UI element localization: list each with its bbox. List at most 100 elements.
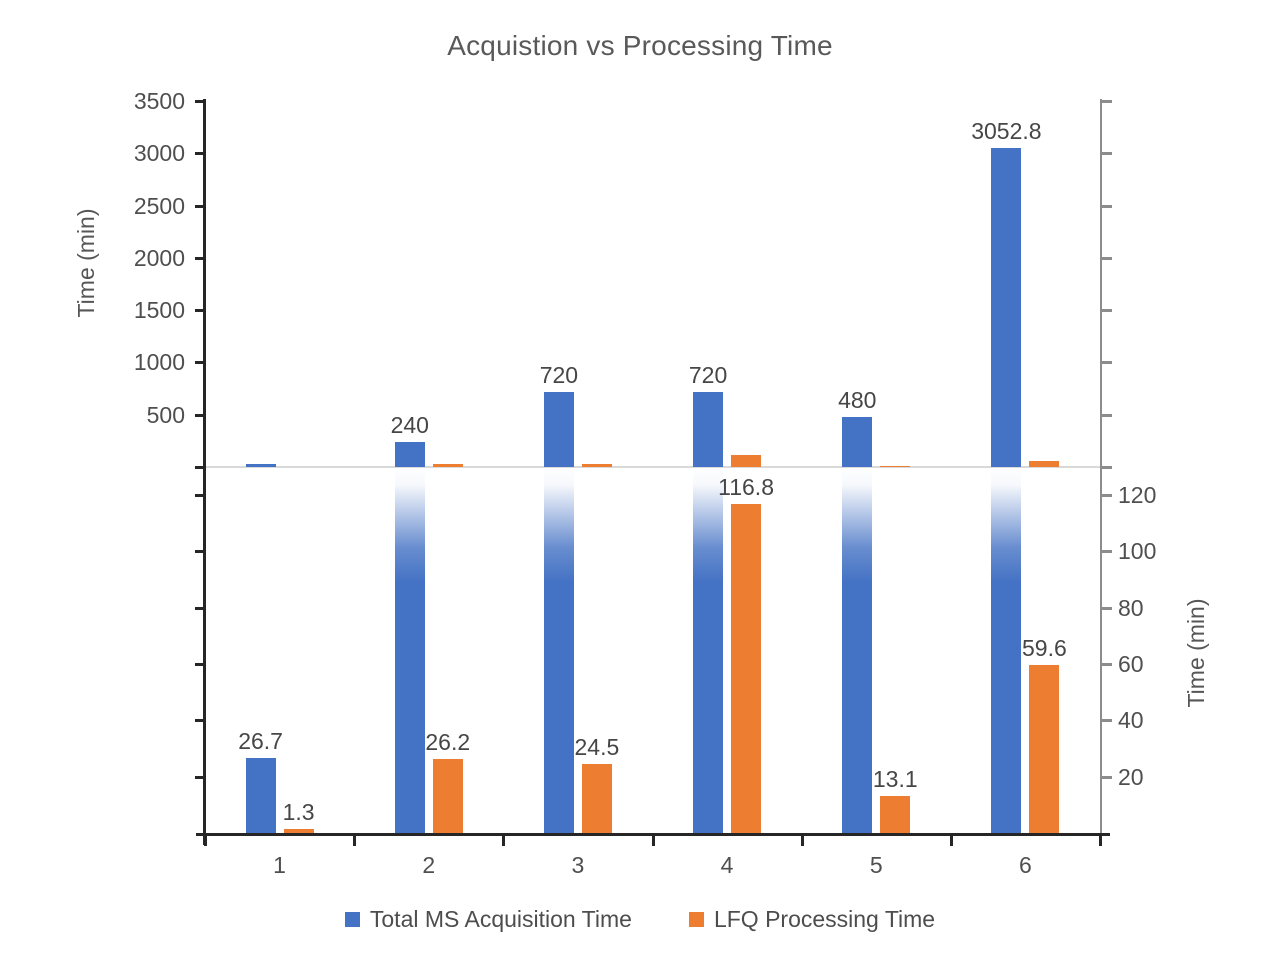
- legend-label: LFQ Processing Time: [713, 906, 936, 932]
- x-axis-label-1: 1: [273, 852, 286, 878]
- left-axis-tick-label: 500: [146, 401, 185, 428]
- left-axis-minor-tick: [195, 466, 205, 469]
- right-axis-tick: [1102, 606, 1112, 610]
- data-label-lfq-processing-time-5: 13.1: [872, 766, 918, 793]
- left-axis-tick: [195, 100, 205, 103]
- bar-bottom-total-ms-acquisition-time-6: [991, 467, 1022, 833]
- x-axis-tick: [949, 833, 953, 846]
- bar-top-total-ms-acquisition-time-4: [693, 391, 724, 467]
- right-axis-tick-label: 100: [1118, 538, 1157, 565]
- bar-bottom-lfq-processing-time-2: [432, 759, 463, 833]
- data-label-total-ms-acquisition-time-3: 720: [539, 361, 579, 388]
- right-axis-minor-tick: [1102, 100, 1112, 103]
- bar-top-lfq-processing-time-3: [581, 464, 612, 467]
- legend-swatch-icon: [688, 912, 704, 927]
- data-label-lfq-processing-time-6: 59.6: [1022, 635, 1067, 662]
- y-axis-line-right: [1100, 99, 1102, 845]
- bar-bottom-lfq-processing-time-4: [731, 504, 762, 833]
- bar-bottom-lfq-processing-time-6: [1029, 665, 1060, 833]
- bar-top-total-ms-acquisition-time-1: [245, 464, 276, 467]
- chart-title: Acquistion vs Processing Time: [447, 30, 833, 61]
- x-axis-label-3: 3: [571, 852, 585, 878]
- x-axis-label-6: 6: [1019, 852, 1032, 878]
- y-axis-line-left: [203, 99, 206, 845]
- left-axis-tick-label: 3000: [133, 140, 185, 167]
- right-axis-tick-label: 40: [1118, 707, 1144, 734]
- right-axis-tick-label: 60: [1118, 651, 1144, 678]
- x-axis-label-2: 2: [422, 852, 436, 878]
- left-axis-tick-label: 1000: [133, 349, 185, 376]
- data-label-total-ms-acquisition-time-4: 720: [688, 361, 728, 388]
- right-axis-tick: [1102, 494, 1112, 498]
- right-axis-minor-tick: [1102, 256, 1112, 260]
- right-axis-tick-label: 20: [1118, 763, 1144, 790]
- legend-item-lfq-processing-time: LFQ Processing Time: [688, 906, 936, 933]
- bar-bottom-total-ms-acquisition-time-1: [245, 757, 276, 833]
- bar-top-lfq-processing-time-6: [1029, 460, 1060, 467]
- bar-top-lfq-processing-time-2: [432, 464, 463, 467]
- bar-bottom-total-ms-acquisition-time-4: [693, 467, 724, 833]
- right-axis-tick: [1102, 775, 1112, 779]
- data-label-total-ms-acquisition-time-1: 26.7: [238, 727, 283, 754]
- right-axis-minor-tick: [1102, 466, 1112, 469]
- bar-top-lfq-processing-time-4: [731, 454, 762, 467]
- left-axis-tick: [195, 309, 205, 313]
- x-axis-tick: [502, 833, 506, 846]
- bar-bottom-total-ms-acquisition-time-2: [394, 467, 425, 833]
- x-axis-tick: [651, 833, 655, 846]
- x-axis-tick: [1099, 833, 1102, 846]
- right-axis-tick-label: 120: [1118, 482, 1157, 509]
- left-axis-tick: [195, 256, 205, 260]
- left-axis-tick: [195, 152, 205, 156]
- bar-bottom-lfq-processing-time-3: [581, 764, 612, 833]
- bar-bottom-lfq-processing-time-1: [283, 829, 314, 833]
- data-label-total-ms-acquisition-time-2: 240: [390, 411, 429, 438]
- data-label-lfq-processing-time-2: 26.2: [425, 729, 471, 756]
- data-label-total-ms-acquisition-time-6: 3052.8: [971, 117, 1042, 144]
- legend-label: Total MS Acquisition Time: [369, 906, 632, 932]
- x-axis-tick: [353, 833, 357, 846]
- bar-top-total-ms-acquisition-time-5: [842, 416, 873, 467]
- data-label-lfq-processing-time-1: 1.3: [282, 799, 315, 826]
- data-label-total-ms-acquisition-time-5: 480: [838, 386, 877, 413]
- left-axis-minor-tick: [195, 494, 205, 498]
- right-axis-minor-tick: [1102, 152, 1112, 156]
- bar-top-total-ms-acquisition-time-3: [543, 391, 574, 467]
- left-axis-tick: [195, 361, 205, 365]
- data-label-lfq-processing-time-3: 24.5: [574, 734, 620, 761]
- bar-bottom-total-ms-acquisition-time-5: [842, 467, 873, 833]
- right-axis-minor-tick: [1102, 204, 1112, 208]
- right-axis-minor-tick: [1102, 413, 1112, 417]
- left-axis-tick-label: 2500: [133, 192, 185, 219]
- data-label-lfq-processing-time-4: 116.8: [718, 474, 774, 501]
- left-axis-minor-tick: [195, 550, 205, 554]
- right-axis-minor-tick: [1102, 361, 1112, 365]
- left-axis-tick: [195, 413, 205, 417]
- left-axis-minor-tick: [195, 719, 205, 723]
- legend: Total MS Acquisition Time LFQ Processing …: [0, 906, 1280, 933]
- right-axis-tick: [1102, 719, 1112, 723]
- bar-top-total-ms-acquisition-time-6: [991, 147, 1022, 467]
- x-axis-tick: [800, 833, 804, 846]
- bar-bottom-lfq-processing-time-5: [880, 796, 911, 833]
- x-axis-tick: [204, 833, 207, 846]
- legend-item-total-ms-acquisition-time: Total MS Acquisition Time: [344, 906, 632, 933]
- legend-swatch-icon: [344, 912, 360, 927]
- bar-top-lfq-processing-time-5: [880, 465, 911, 467]
- left-axis-minor-tick: [195, 663, 205, 667]
- left-axis-minor-tick: [195, 606, 205, 610]
- right-axis-tick: [1102, 663, 1112, 667]
- axis-divider-line: [205, 466, 1100, 468]
- right-axis-tick-label: 80: [1118, 594, 1144, 621]
- left-axis-tick-label: 1500: [133, 297, 185, 324]
- x-axis-label-5: 5: [869, 852, 883, 878]
- left-axis-minor-tick: [195, 775, 205, 779]
- right-axis-minor-tick: [1102, 309, 1112, 313]
- left-axis-tick-label: 3500: [133, 88, 185, 114]
- bar-top-total-ms-acquisition-time-2: [394, 441, 425, 467]
- left-axis-tick-label: 2000: [133, 244, 185, 271]
- right-axis-tick: [1102, 550, 1112, 554]
- x-axis-label-4: 4: [720, 852, 734, 878]
